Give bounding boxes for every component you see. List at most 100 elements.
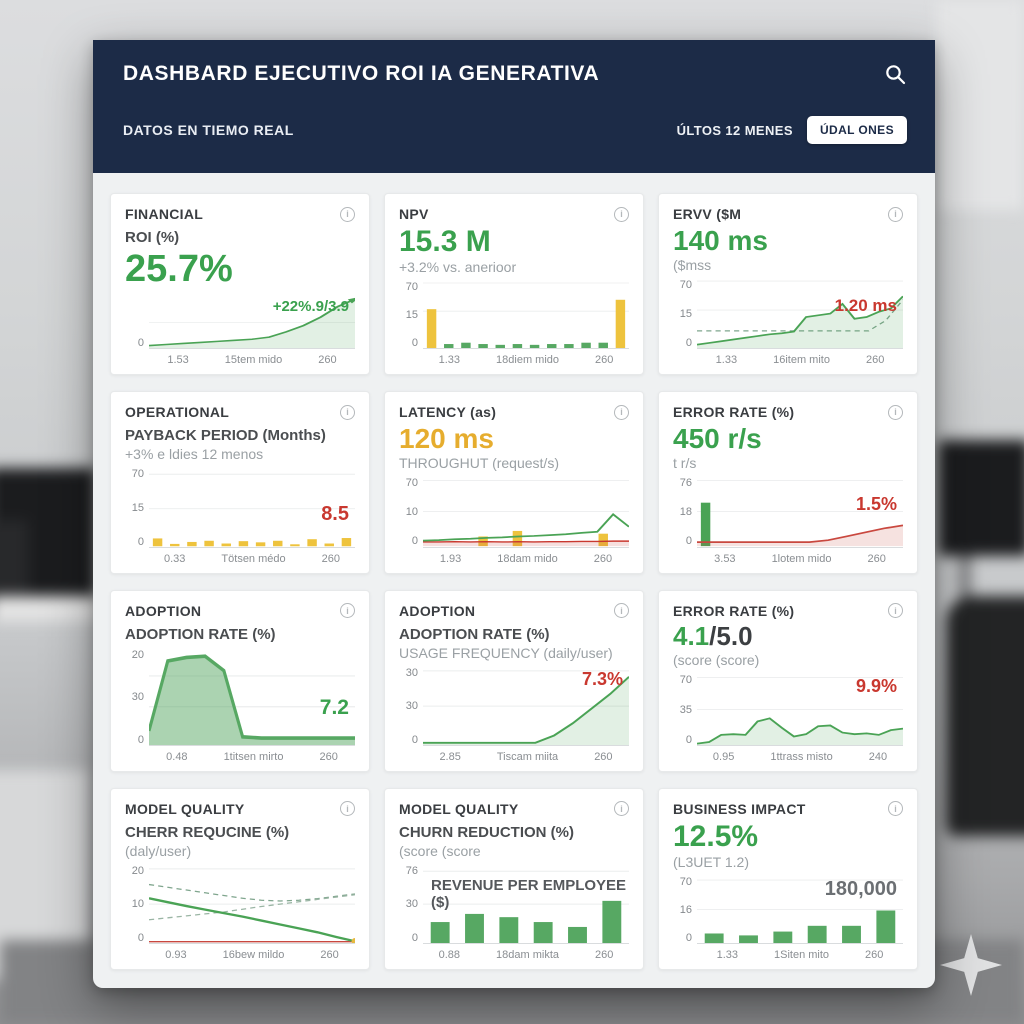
metric-sub: (score (score — [399, 842, 481, 859]
x-tick: 260 — [867, 552, 886, 565]
chart-annotation: 8.5 — [321, 503, 349, 526]
chart-x-axis: 0.88 18dam mikta 260 — [399, 944, 629, 961]
kpi-card: ADOPTION i ADOPTION RATE (%) USAGE FREQU… — [384, 589, 644, 772]
chart-plot: 1.20 ms — [697, 279, 903, 350]
info-icon[interactable]: i — [614, 404, 629, 420]
x-tick: 1.33 — [438, 354, 461, 367]
y-tick: 20 — [131, 864, 144, 877]
metric-value: 12.5% — [673, 819, 759, 853]
chart-plot — [423, 281, 629, 350]
x-tick: 240 — [868, 750, 888, 763]
page-subtitle: DATOS EN TIEMO REAL — [123, 122, 294, 138]
chart-y-axis: 70 16 0 — [673, 876, 697, 944]
x-tick: 260 — [595, 949, 614, 961]
y-tick: 30 — [405, 700, 418, 713]
chart-y-axis: 76 30 0 — [399, 865, 423, 944]
y-tick: 70 — [679, 673, 692, 686]
card-title: MODEL QUALITY — [399, 800, 519, 817]
metric-label: CHERR REQUCINE (%) — [125, 823, 290, 841]
chart-y-axis: 70 35 0 — [673, 674, 697, 746]
y-tick: 20 — [131, 648, 144, 661]
kpi-card: ADOPTION i ADOPTION RATE (%) 20 30 0 7.2 0… — [110, 589, 370, 772]
y-tick: 10 — [131, 898, 144, 911]
kpi-card: BUSINESS IMPACT i 12.5% (L3UET 1.2) 70 16… — [658, 787, 918, 970]
dashboard-header: DASHBARD EJECUTIVO ROI IA GENERATIVA DAT… — [93, 40, 935, 173]
y-tick: 0 — [685, 337, 692, 350]
chart-annotation: 180,000 — [824, 877, 897, 900]
chart-y-axis: 70 15 0 — [673, 279, 697, 349]
chart-plot: 9.9% — [697, 674, 903, 746]
y-tick: 0 — [137, 535, 144, 548]
x-tick: 260 — [593, 552, 613, 565]
card-chart — [697, 879, 903, 943]
info-icon[interactable]: i — [340, 801, 355, 817]
info-icon[interactable]: i — [340, 603, 355, 618]
office-window-right — [936, 0, 1024, 210]
y-tick: 0 — [411, 535, 418, 548]
card-title: LATENCY (as) — [399, 404, 497, 421]
chart-y-axis: 30 30 0 — [399, 667, 423, 746]
card-title: ERROR RATE (%) — [673, 404, 795, 421]
info-icon[interactable]: i — [614, 801, 629, 817]
y-tick: 0 — [685, 733, 692, 746]
y-tick: 0 — [411, 932, 418, 944]
x-tick: 2.85 — [439, 750, 461, 763]
chart-plot — [149, 865, 355, 944]
info-icon[interactable]: i — [340, 206, 355, 222]
metric-sub: ($mss — [673, 257, 712, 274]
chart-y-axis: 70 15 0 — [125, 468, 149, 547]
chart-x-axis: 0.93 16bew mildo 260 — [125, 944, 355, 961]
x-tick: 260 — [594, 750, 613, 763]
metric-sub: (daly/user) — [125, 842, 192, 859]
chart-annotation: 7.2 — [319, 695, 349, 719]
x-tick: 260 — [321, 552, 340, 565]
info-icon[interactable]: i — [888, 801, 903, 817]
update-button[interactable]: ÚDAL ONES — [806, 116, 907, 144]
chart-overlay-label: REVENUE PER EMPLOYEE ($) — [431, 877, 627, 912]
chart-x-axis: 1.33 16item mito 260 — [673, 349, 903, 366]
kpi-card: ERROR RATE (%) i 450 r/s t r/s 76 18 0 1.5… — [658, 391, 918, 574]
metric-value: 25.7% — [125, 248, 233, 290]
kpi-card: NPV i 15.3 M +3.2% vs. anerioor 70 15 0 1.… — [384, 193, 644, 376]
chart-plot: REVENUE PER EMPLOYEE ($) — [423, 865, 629, 944]
y-tick: 18 — [679, 506, 692, 519]
info-icon[interactable]: i — [888, 603, 903, 618]
card-chart — [423, 282, 629, 349]
y-tick: 70 — [679, 279, 692, 292]
chart-y-axis: 0 — [125, 296, 149, 349]
x-tick: 18dam mikta — [496, 949, 560, 961]
kpi-card: MODEL QUALITY i CHERR REQUCINE (%) (daly… — [110, 787, 370, 970]
info-icon[interactable]: i — [888, 206, 903, 222]
chart-annotation: 7.3% — [581, 668, 623, 689]
x-tick: 18diem mido — [496, 354, 560, 367]
info-icon[interactable]: i — [614, 206, 629, 222]
card-title: ERROR RATE (%) — [673, 602, 795, 619]
metric-value: 120 ms — [399, 423, 494, 455]
x-tick: 260 — [320, 949, 339, 961]
chart-y-axis: 20 30 0 — [125, 649, 149, 746]
x-tick: 1ttrass misto — [770, 750, 833, 763]
chart-x-axis: 0.33 Tötsen médo 260 — [125, 548, 355, 565]
x-tick: Tötsen médo — [221, 552, 286, 565]
metric-sub: t r/s — [673, 455, 697, 472]
y-tick: 30 — [405, 666, 418, 679]
x-tick: 0.95 — [712, 750, 735, 763]
card-title: ADOPTION — [399, 602, 476, 619]
x-tick: 16item mito — [773, 354, 830, 367]
x-tick: 1titsen mirto — [223, 750, 284, 763]
y-tick: 0 — [411, 337, 418, 350]
search-icon[interactable] — [883, 62, 907, 86]
x-tick: 0.93 — [165, 949, 187, 961]
x-tick: 1lotem mido — [771, 552, 832, 565]
y-tick: 15 — [131, 501, 144, 514]
card-title: NPV — [399, 206, 429, 222]
card-chart — [149, 474, 355, 547]
info-icon[interactable]: i — [888, 404, 903, 420]
chart-x-axis: 1.33 18diem mido 260 — [399, 349, 629, 366]
chart-y-axis: 76 18 0 — [673, 477, 697, 547]
x-tick: 1.53 — [167, 354, 189, 367]
y-tick: 70 — [131, 468, 144, 481]
info-icon[interactable]: i — [614, 603, 629, 618]
info-icon[interactable]: i — [340, 404, 355, 420]
card-title: FINANCIAL — [125, 206, 204, 222]
